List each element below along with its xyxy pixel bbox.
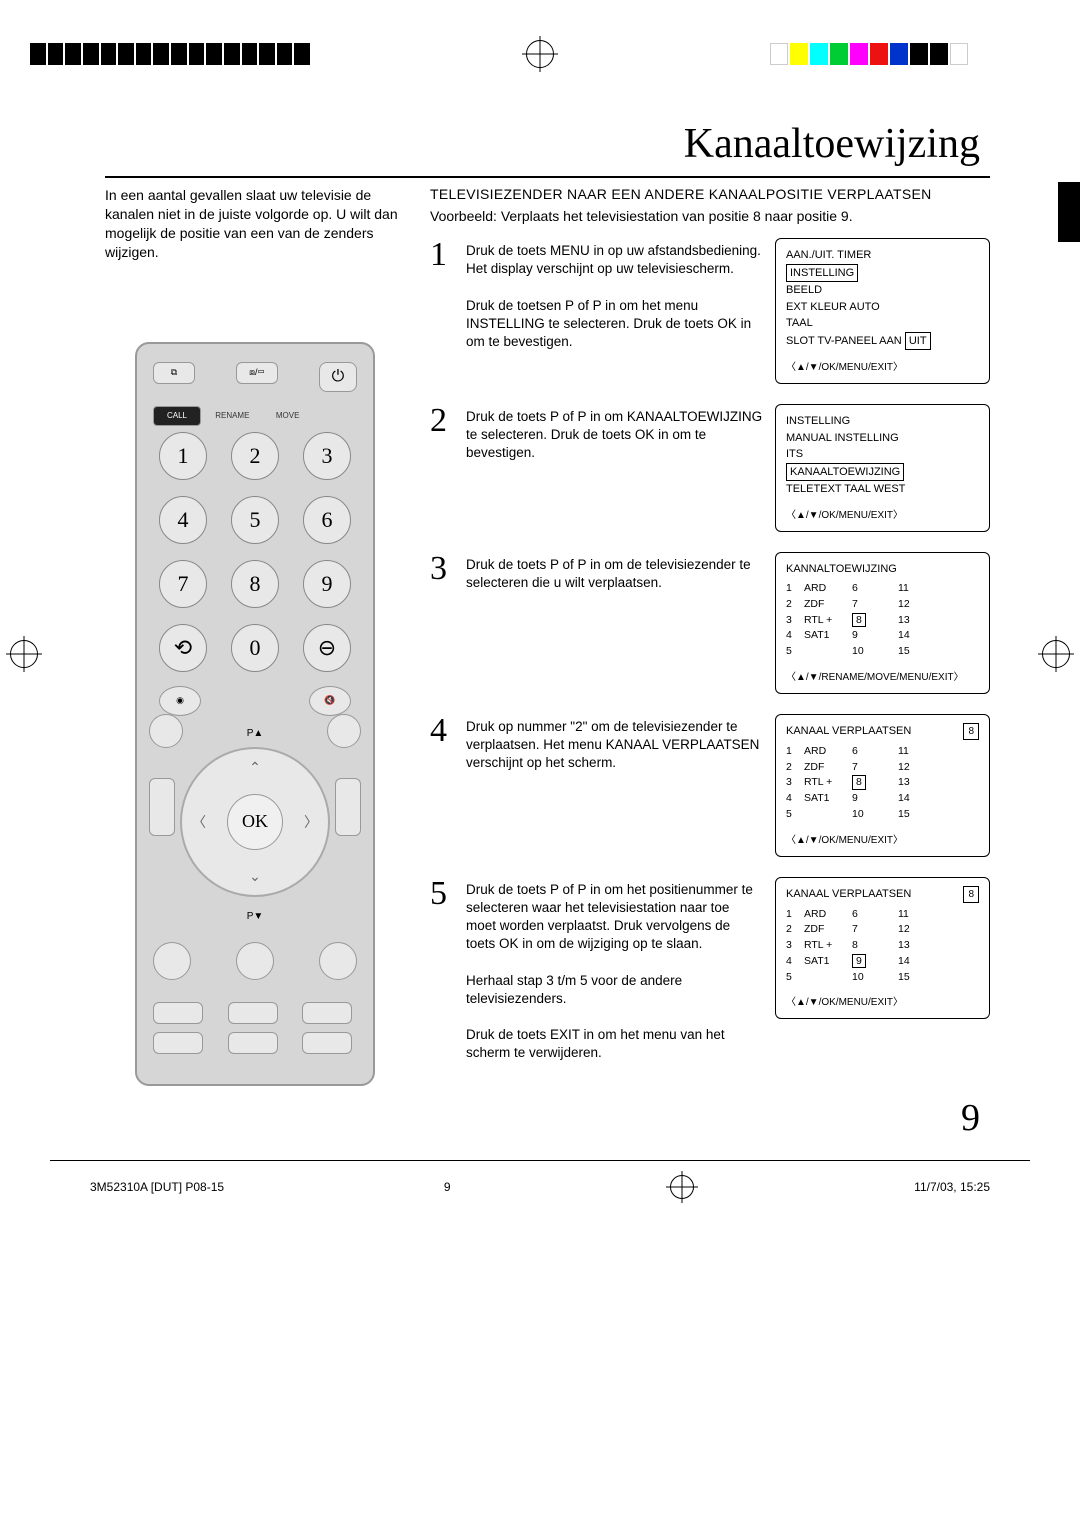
dpad[interactable]: ⌃ ⌄ 〈 〉 OK bbox=[180, 747, 330, 897]
page-number: 9 bbox=[105, 1096, 990, 1140]
registration-icon bbox=[10, 640, 38, 668]
num-4-button[interactable]: 4 bbox=[159, 496, 207, 544]
divider bbox=[105, 176, 990, 178]
arrow-up-icon: ⌃ bbox=[249, 759, 261, 776]
vol-down-button[interactable] bbox=[149, 778, 175, 836]
p-up-label: P▲ bbox=[247, 728, 264, 739]
step-5: 5 Druk de toets P of P in om het positien… bbox=[430, 877, 990, 1063]
move-label: MOVE bbox=[264, 406, 312, 426]
step-number: 2 bbox=[430, 404, 454, 438]
intro-text: In een aantal gevallen slaat uw televisi… bbox=[105, 186, 405, 262]
page-title: Kanaaltoewijzing bbox=[105, 120, 990, 168]
manual-page: Kanaaltoewijzing In een aantal gevallen … bbox=[0, 0, 1080, 1239]
registration-icon bbox=[526, 40, 554, 68]
num-8-button[interactable]: 8 bbox=[231, 560, 279, 608]
step-text: Druk de toets P of P in om KANAALTOEWIJZ… bbox=[466, 404, 763, 463]
round-button[interactable] bbox=[236, 942, 274, 980]
call-button[interactable]: CALL bbox=[153, 406, 201, 426]
rename-label: RENAME bbox=[208, 406, 256, 426]
section-heading: TELEVISIEZENDER NAAR EEN ANDERE KANAALPO… bbox=[430, 186, 990, 202]
teletext-button[interactable] bbox=[302, 1032, 352, 1054]
ok-button[interactable]: OK bbox=[227, 794, 283, 850]
num-⟲-button[interactable]: ⟲ bbox=[159, 624, 207, 672]
arrow-left-icon: 〈 bbox=[192, 812, 206, 832]
osd-panel: KANNALTOEWIJZING1ARD6112ZDF7123RTL +8134… bbox=[775, 552, 990, 694]
step-4: 4 Druk op nummer "2" om de televisiezende… bbox=[430, 714, 990, 857]
osd-panel: AAN./UIT. TIMERINSTELLINGBEELDEXT KLEUR … bbox=[775, 238, 990, 384]
registration-icon bbox=[1042, 640, 1070, 668]
teletext-button[interactable] bbox=[153, 1032, 203, 1054]
num-⊖-button[interactable]: ⊖ bbox=[303, 624, 351, 672]
step-text: Druk op nummer "2" om de televisiezender… bbox=[466, 714, 763, 773]
picture-button[interactable]: ◉ bbox=[159, 686, 201, 716]
num-1-button[interactable]: 1 bbox=[159, 432, 207, 480]
example-text: Voorbeeld: Verplaats het televisiestatio… bbox=[430, 208, 990, 224]
power-button[interactable]: ⏻ bbox=[319, 362, 357, 392]
page-tab bbox=[1058, 182, 1080, 242]
vol-up-button[interactable] bbox=[335, 778, 361, 836]
mute-button[interactable]: 🔇 bbox=[309, 686, 351, 716]
round-button[interactable] bbox=[153, 942, 191, 980]
step-text: Druk de toets P of P in om de televisiez… bbox=[466, 552, 763, 592]
step-text: Druk de toets P of P in om het positienu… bbox=[466, 877, 763, 1063]
num-5-button[interactable]: 5 bbox=[231, 496, 279, 544]
num-9-button[interactable]: 9 bbox=[303, 560, 351, 608]
step-number: 4 bbox=[430, 714, 454, 748]
step-number: 1 bbox=[430, 238, 454, 272]
teletext-icon: ⧉ bbox=[153, 362, 195, 384]
teletext-button[interactable] bbox=[153, 1002, 203, 1024]
aspect-icon: ⧈/▭ bbox=[236, 362, 278, 384]
p-down-label: P▼ bbox=[247, 911, 264, 922]
teletext-button[interactable] bbox=[302, 1002, 352, 1024]
step-3: 3 Druk de toets P of P in om de televisie… bbox=[430, 552, 990, 694]
footer-doc: 3M52310A [DUT] P08-15 bbox=[90, 1180, 224, 1194]
teletext-button[interactable] bbox=[228, 1032, 278, 1054]
footer-date: 11/7/03, 15:25 bbox=[914, 1180, 990, 1194]
footer: 3M52310A [DUT] P08-15 9 11/7/03, 15:25 bbox=[50, 1160, 1030, 1199]
arrow-down-icon: ⌄ bbox=[249, 868, 261, 885]
step-number: 3 bbox=[430, 552, 454, 586]
arrow-right-icon: 〉 bbox=[304, 812, 318, 832]
footer-pg: 9 bbox=[444, 1180, 451, 1194]
registration-icon bbox=[670, 1175, 694, 1199]
step-text: Druk de toets MENU in op uw afstandsbedi… bbox=[466, 238, 763, 351]
step-number: 5 bbox=[430, 877, 454, 911]
step-1: 1 Druk de toets MENU in op uw afstandsbed… bbox=[430, 238, 990, 384]
num-6-button[interactable]: 6 bbox=[303, 496, 351, 544]
exit-button[interactable] bbox=[327, 714, 361, 748]
step-2: 2 Druk de toets P of P in om KANAALTOEWIJ… bbox=[430, 404, 990, 532]
num-7-button[interactable]: 7 bbox=[159, 560, 207, 608]
num-2-button[interactable]: 2 bbox=[231, 432, 279, 480]
num-0-button[interactable]: 0 bbox=[231, 624, 279, 672]
teletext-button[interactable] bbox=[228, 1002, 278, 1024]
remote-control: ⧉ ⧈/▭ ⏻ CALL RENAME MOVE 123456789⟲0⊖ ◉ … bbox=[135, 342, 375, 1086]
round-button[interactable] bbox=[319, 942, 357, 980]
registration-marks bbox=[0, 40, 1080, 68]
osd-panel: KANAAL VERPLAATSEN81ARD6112ZDF7123RTL +8… bbox=[775, 877, 990, 1020]
num-3-button[interactable]: 3 bbox=[303, 432, 351, 480]
osd-panel: INSTELLING MANUAL INSTELLINGITSKANAALTOE… bbox=[775, 404, 990, 532]
menu-button[interactable] bbox=[149, 714, 183, 748]
osd-panel: KANAAL VERPLAATSEN81ARD6112ZDF7123RTL +8… bbox=[775, 714, 990, 857]
